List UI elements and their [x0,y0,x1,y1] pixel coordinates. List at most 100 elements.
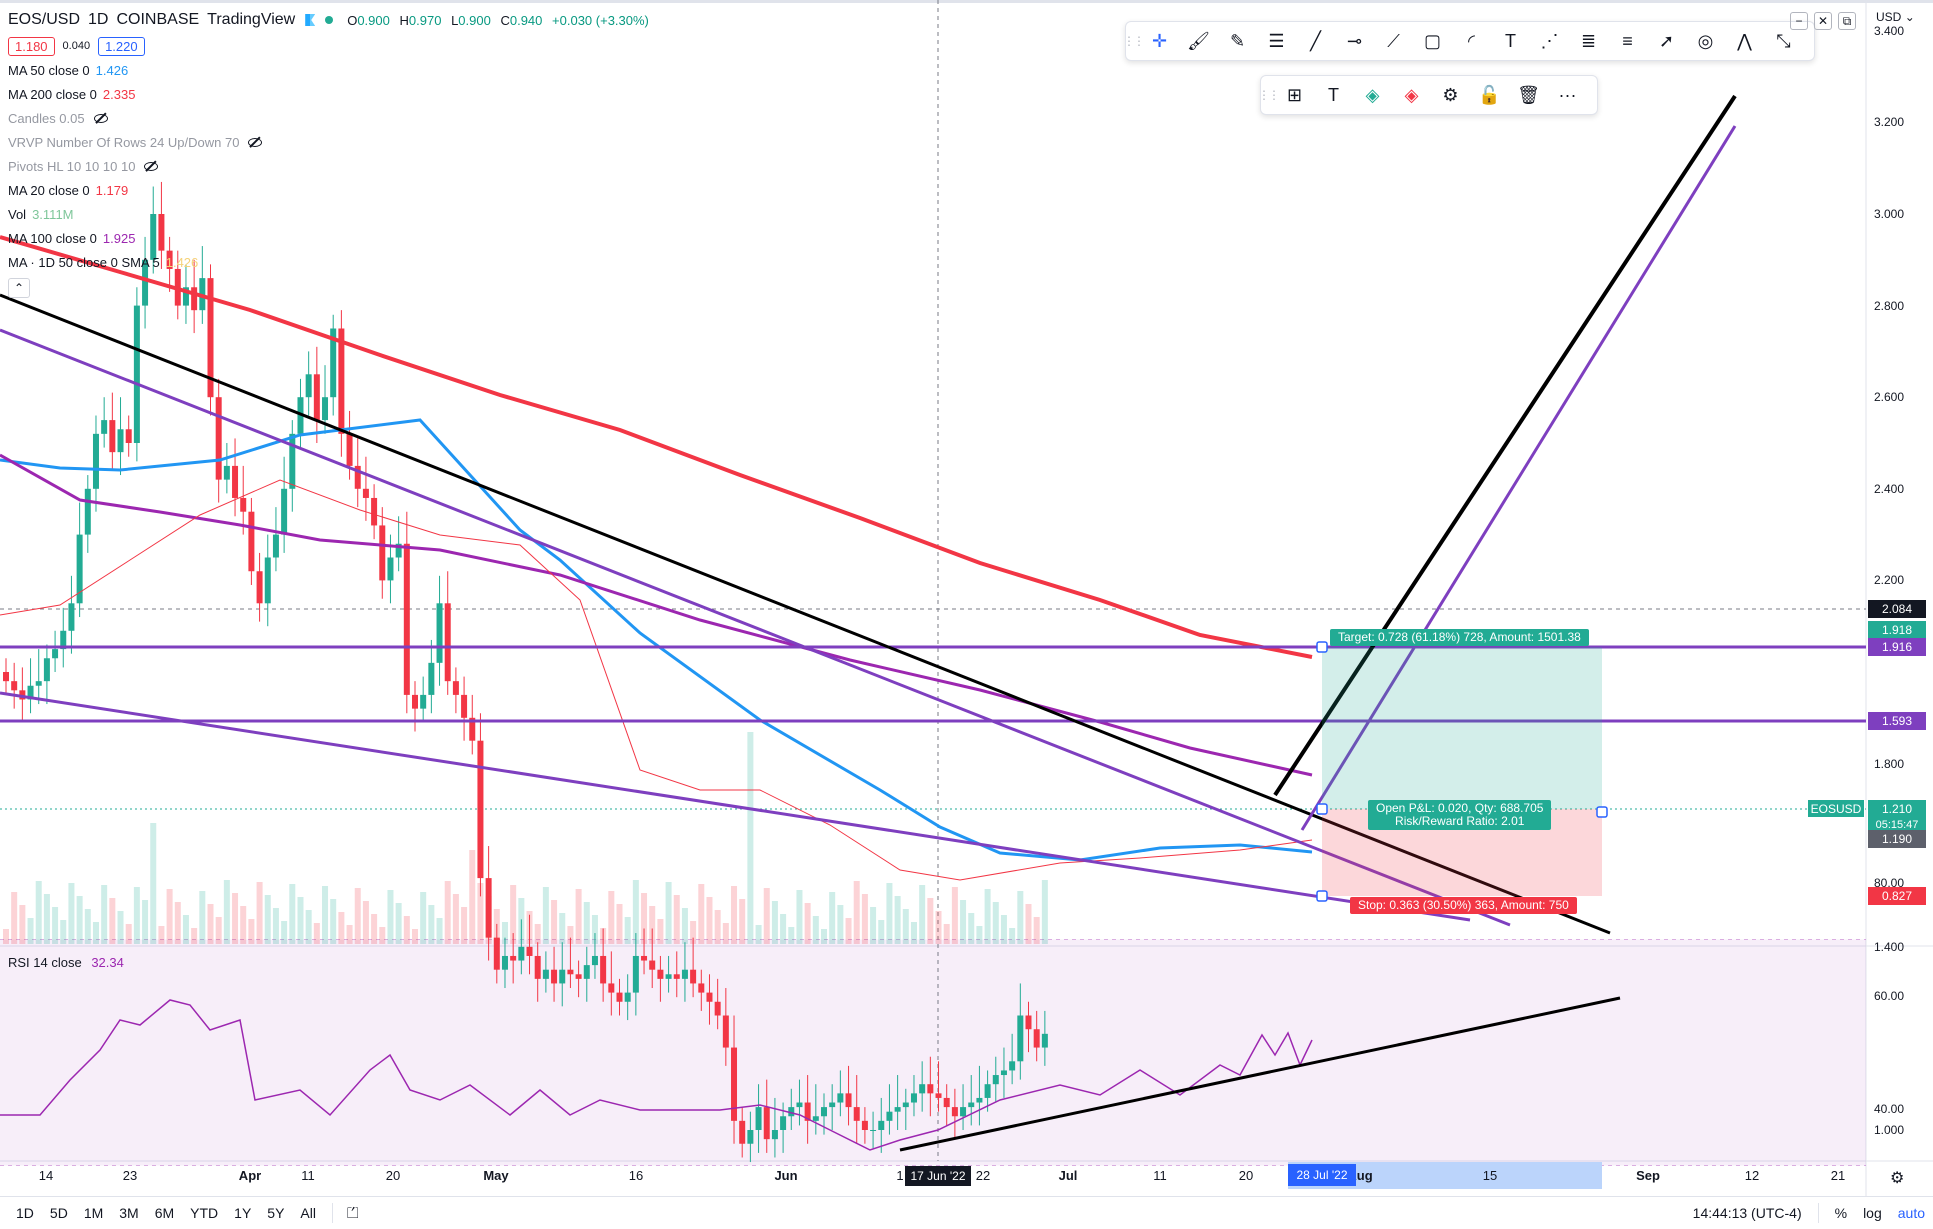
eye-off-icon[interactable] [247,136,263,148]
rectangle-icon[interactable]: ▢ [1423,30,1441,51]
volume-bar [821,929,827,944]
trendline-icon[interactable]: ╱ [1310,30,1321,51]
brush-icon[interactable]: 🖌 [1187,30,1210,51]
line-color-icon[interactable]: ◈ [1404,84,1419,105]
rsi-name[interactable]: RSI 14 close [8,955,82,970]
position-pnl-label[interactable]: Open P&L: 0.020, Qty: 688.705 Risk/Rewar… [1368,800,1552,830]
circle-icon[interactable]: ◎ [1697,30,1714,51]
currency-selector[interactable]: USD ⌄ [1876,10,1915,24]
volume-bar [346,925,353,944]
volume-bar [706,897,713,944]
auto-toggle[interactable]: auto [1897,1205,1925,1221]
add-template-icon[interactable]: ⊞ [1286,84,1303,105]
candle-body [207,278,214,398]
timeframe-button[interactable]: 5Y [267,1205,285,1221]
volume-bar [142,900,149,944]
indicator-row[interactable]: Candles 0.05 [8,106,649,130]
candle-body [150,214,157,260]
date-range-icon[interactable]: ⏍ [346,1204,359,1222]
timeframe-button[interactable]: YTD [190,1205,219,1221]
close-value: 0.940 [509,12,543,28]
log-toggle[interactable]: log [1863,1205,1882,1221]
indicator-row[interactable]: VRVP Number Of Rows 24 Up/Down 70 [8,130,649,154]
timeframe-button[interactable]: 6M [154,1205,175,1221]
candle-body [649,960,656,970]
settings-icon[interactable]: ⚙ [1442,84,1459,105]
arrow-icon[interactable]: ➚ [1658,30,1675,51]
eye-off-icon[interactable] [143,160,159,172]
candle-body [461,694,468,718]
volume-bar [526,911,533,944]
drag-handle-icon[interactable]: ⋮⋮ [1123,34,1145,48]
clock-time[interactable]: 14:44:13 (UTC-4) [1692,1205,1802,1221]
timeframe-button[interactable]: 3M [119,1205,139,1221]
curve-icon[interactable]: ◜ [1468,30,1475,51]
position-stop-label[interactable]: Stop: 0.363 (30.50%) 363, Amount: 750 [1350,897,1577,914]
volume-bar [215,917,222,944]
volume-bar [403,916,410,944]
crosshair-icon[interactable]: ✛ [1151,30,1168,51]
fib-icon[interactable]: ≣ [1580,30,1597,51]
candle-body [845,1093,852,1108]
fill-color-icon[interactable]: ◈ [1365,84,1380,105]
candle-body [117,429,124,453]
ma100-price-tag: 1.918 [1868,621,1926,639]
candle-body [109,420,116,453]
indicator-name: MA 50 close 0 [8,62,90,78]
long-position-icon[interactable]: ≡ [1622,30,1633,51]
rsi-value: 32.34 [91,955,124,970]
candle-body [191,287,198,311]
sell-button[interactable]: 1.180 [8,36,55,56]
position-target-label[interactable]: Target: 0.728 (61.18%) 728, Amount: 1501… [1330,629,1589,646]
timeframe-button[interactable]: 1Y [234,1205,252,1221]
candle-body [305,374,312,398]
horizontal-lines-icon[interactable]: ☰ [1268,30,1285,51]
timeframe-button[interactable]: 5D [49,1205,68,1221]
trash-icon[interactable]: 🗑 [1517,84,1540,105]
horizontal-ray-icon[interactable]: ⊸ [1346,30,1363,51]
timeframe-button[interactable]: 1M [83,1205,104,1221]
percent-toggle[interactable]: % [1834,1205,1848,1221]
text-style-icon[interactable]: T [1328,84,1339,105]
indicator-row[interactable]: MA 50 close 0 1.426 [8,58,649,82]
minimize-button[interactable]: − [1790,12,1808,30]
more-icon[interactable]: ··· [1558,84,1577,105]
trade-buttons-row: 1.180 0.040 1.220 [8,34,649,58]
measure-icon[interactable]: ⤡ [1776,30,1791,51]
indicator-row[interactable]: MA 20 close 0 1.179 [8,178,649,202]
volume-bar [600,928,607,944]
timeframe-button[interactable]: All [300,1205,316,1221]
timeframe-button[interactable]: 1D [16,1205,34,1221]
interval-label[interactable]: 1D [88,11,109,28]
indicator-row[interactable]: Vol 3.111M [8,202,649,226]
maximize-button[interactable]: ⧉ [1838,12,1856,30]
position-handle [1316,641,1328,653]
highlighter-icon[interactable]: ✎ [1229,30,1246,51]
candle-body [665,974,672,979]
text-icon[interactable]: T [1505,30,1516,51]
drag-handle-icon[interactable]: ⋮⋮ [1258,88,1280,102]
eye-off-icon[interactable] [93,112,109,124]
indicator-row[interactable]: MA 200 close 0 2.335 [8,82,649,106]
symbol-name[interactable]: EOS/USD [8,11,81,28]
low-value: 0.900 [458,12,491,28]
indicator-row[interactable]: Pivots HL 10 10 10 10 [8,154,649,178]
close-button[interactable]: ✕ [1814,12,1832,30]
indicator-name: MA 200 close 0 [8,86,97,102]
chart-settings-icon[interactable]: ⚙ [1890,1170,1905,1187]
path-icon[interactable]: ⟋ [1387,30,1400,51]
collapse-legend-button[interactable]: ⌃ [8,278,30,298]
indicator-row[interactable]: MA · 1D 50 close 0 SMA 5 1.426 [8,250,649,274]
xabcd-icon[interactable]: ⋰ [1540,30,1559,51]
indicator-row[interactable]: MA 100 close 0 1.925 [8,226,649,250]
candle-body [158,214,165,251]
volume-bar [11,892,18,944]
buy-button[interactable]: 1.220 [98,36,145,56]
lock-icon[interactable]: 🔓 [1478,84,1501,105]
pitchfork-icon[interactable]: ⋀ [1737,30,1752,51]
volume-bar [485,896,492,944]
candle-body [232,465,239,498]
volume-bar [444,881,451,944]
volume-bar [1041,880,1048,944]
